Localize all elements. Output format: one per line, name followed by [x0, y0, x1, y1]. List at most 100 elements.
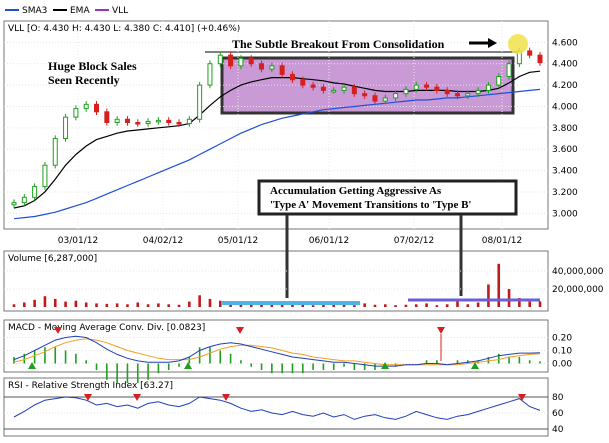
- volume-bar: [115, 303, 119, 307]
- macd-header: MACD - Moving Average Conv. Div. [0.0823…: [8, 323, 205, 333]
- volume-bar: [383, 304, 387, 307]
- candle: [341, 86, 347, 91]
- price-y-tick: 3.200: [552, 188, 578, 198]
- candle: [228, 54, 234, 67]
- volume-bar: [167, 304, 171, 307]
- candle: [83, 103, 89, 110]
- price-y-tick: 3.000: [552, 209, 578, 219]
- price-y-tick: 3.800: [552, 124, 578, 134]
- volume-bar: [198, 295, 201, 307]
- candle: [485, 84, 491, 91]
- volume-y-tick: 40,000,000: [552, 267, 604, 277]
- candle: [217, 54, 223, 65]
- legend: SMA3 EMA VLL: [5, 6, 128, 16]
- candle: [454, 93, 460, 97]
- x-tick-label: 08/01/12: [482, 236, 522, 246]
- ema-line: [13, 70, 541, 209]
- volume-bar: [157, 303, 160, 307]
- price-y-tick: 4.000: [552, 102, 578, 112]
- candle: [413, 84, 419, 90]
- volume-bar: [74, 300, 78, 307]
- candle: [403, 88, 409, 95]
- candle: [331, 89, 337, 93]
- volume-bar: [280, 303, 284, 307]
- sma3-line: [13, 88, 541, 220]
- volume-bar: [12, 304, 16, 307]
- volume-bar: [270, 304, 274, 307]
- candle: [104, 111, 110, 123]
- candle: [94, 103, 100, 113]
- block-sales-line2: Seen Recently: [48, 73, 120, 87]
- volume-bar: [64, 301, 67, 307]
- candle: [537, 54, 543, 64]
- volume-bar: [146, 304, 150, 307]
- volume-bar: [311, 305, 315, 307]
- volume-bar: [322, 304, 325, 307]
- candle: [63, 116, 69, 140]
- volume-bar: [414, 304, 418, 307]
- candle: [372, 95, 378, 102]
- candle: [207, 63, 213, 86]
- x-tick-label: 05/01/12: [218, 236, 258, 246]
- macd-y-tick: 0.10: [552, 347, 572, 357]
- volume-bar: [239, 303, 243, 307]
- volume-bar: [95, 303, 98, 307]
- price-y-tick: 4.400: [552, 60, 578, 70]
- candle: [259, 63, 265, 70]
- candle: [197, 84, 203, 120]
- volume-bar: [342, 304, 346, 307]
- candle: [248, 57, 254, 65]
- volume-bar: [497, 263, 501, 307]
- candle: [114, 118, 120, 123]
- macd-line: [13, 335, 541, 367]
- volume-bar: [445, 304, 449, 307]
- volume-bar: [353, 305, 356, 307]
- macd-signals: [28, 327, 479, 369]
- candle: [300, 79, 306, 86]
- volume-bar: [43, 296, 47, 307]
- candle: [465, 93, 471, 97]
- candle: [506, 63, 512, 78]
- candle: [238, 57, 244, 67]
- volume-bar: [332, 304, 336, 307]
- rsi-y-tick: 60: [552, 409, 564, 419]
- x-tick-label: 07/02/12: [394, 236, 434, 246]
- volume-bar: [105, 303, 109, 307]
- volume-bar: [404, 304, 408, 307]
- volume-header: Volume [6,287,000]: [8, 254, 97, 264]
- rsi-header: RSI - Relative Strength Index [63.27]: [8, 381, 173, 391]
- volume-bar: [507, 289, 511, 307]
- volume-bar: [435, 305, 439, 307]
- candle: [351, 86, 357, 95]
- rsi-y-tick: 80: [552, 393, 564, 403]
- candle: [475, 89, 481, 95]
- candle: [320, 86, 326, 91]
- candle: [32, 186, 38, 198]
- price-y-tick: 3.600: [552, 145, 578, 155]
- volume-bar: [528, 301, 531, 307]
- breakout-highlight: [508, 34, 528, 54]
- candle: [424, 84, 430, 88]
- volume-bar: [394, 305, 397, 307]
- volume-bar: [260, 304, 263, 307]
- x-tick-label: 04/02/12: [143, 236, 183, 246]
- volume-y-tick: 20,000,000: [552, 285, 604, 295]
- volume-bar: [136, 302, 140, 307]
- rsi-line: [13, 396, 541, 420]
- volume-bar: [177, 304, 181, 307]
- macd-y-tick: 0.20: [552, 334, 572, 344]
- x-tick-label: 03/01/12: [58, 236, 98, 246]
- rsi-signals: [84, 394, 526, 401]
- candle: [279, 65, 285, 75]
- macd-y-tick: 0.00: [552, 360, 572, 370]
- candle: [176, 121, 182, 125]
- candle: [444, 89, 450, 95]
- candle: [434, 86, 440, 91]
- volume-bar: [456, 299, 459, 307]
- rsi-y-tick: 40: [552, 425, 564, 435]
- candle: [289, 73, 295, 81]
- candle: [21, 196, 27, 204]
- volume-bar: [23, 302, 26, 307]
- candle: [186, 118, 192, 125]
- price-y-tick: 4.600: [552, 38, 578, 48]
